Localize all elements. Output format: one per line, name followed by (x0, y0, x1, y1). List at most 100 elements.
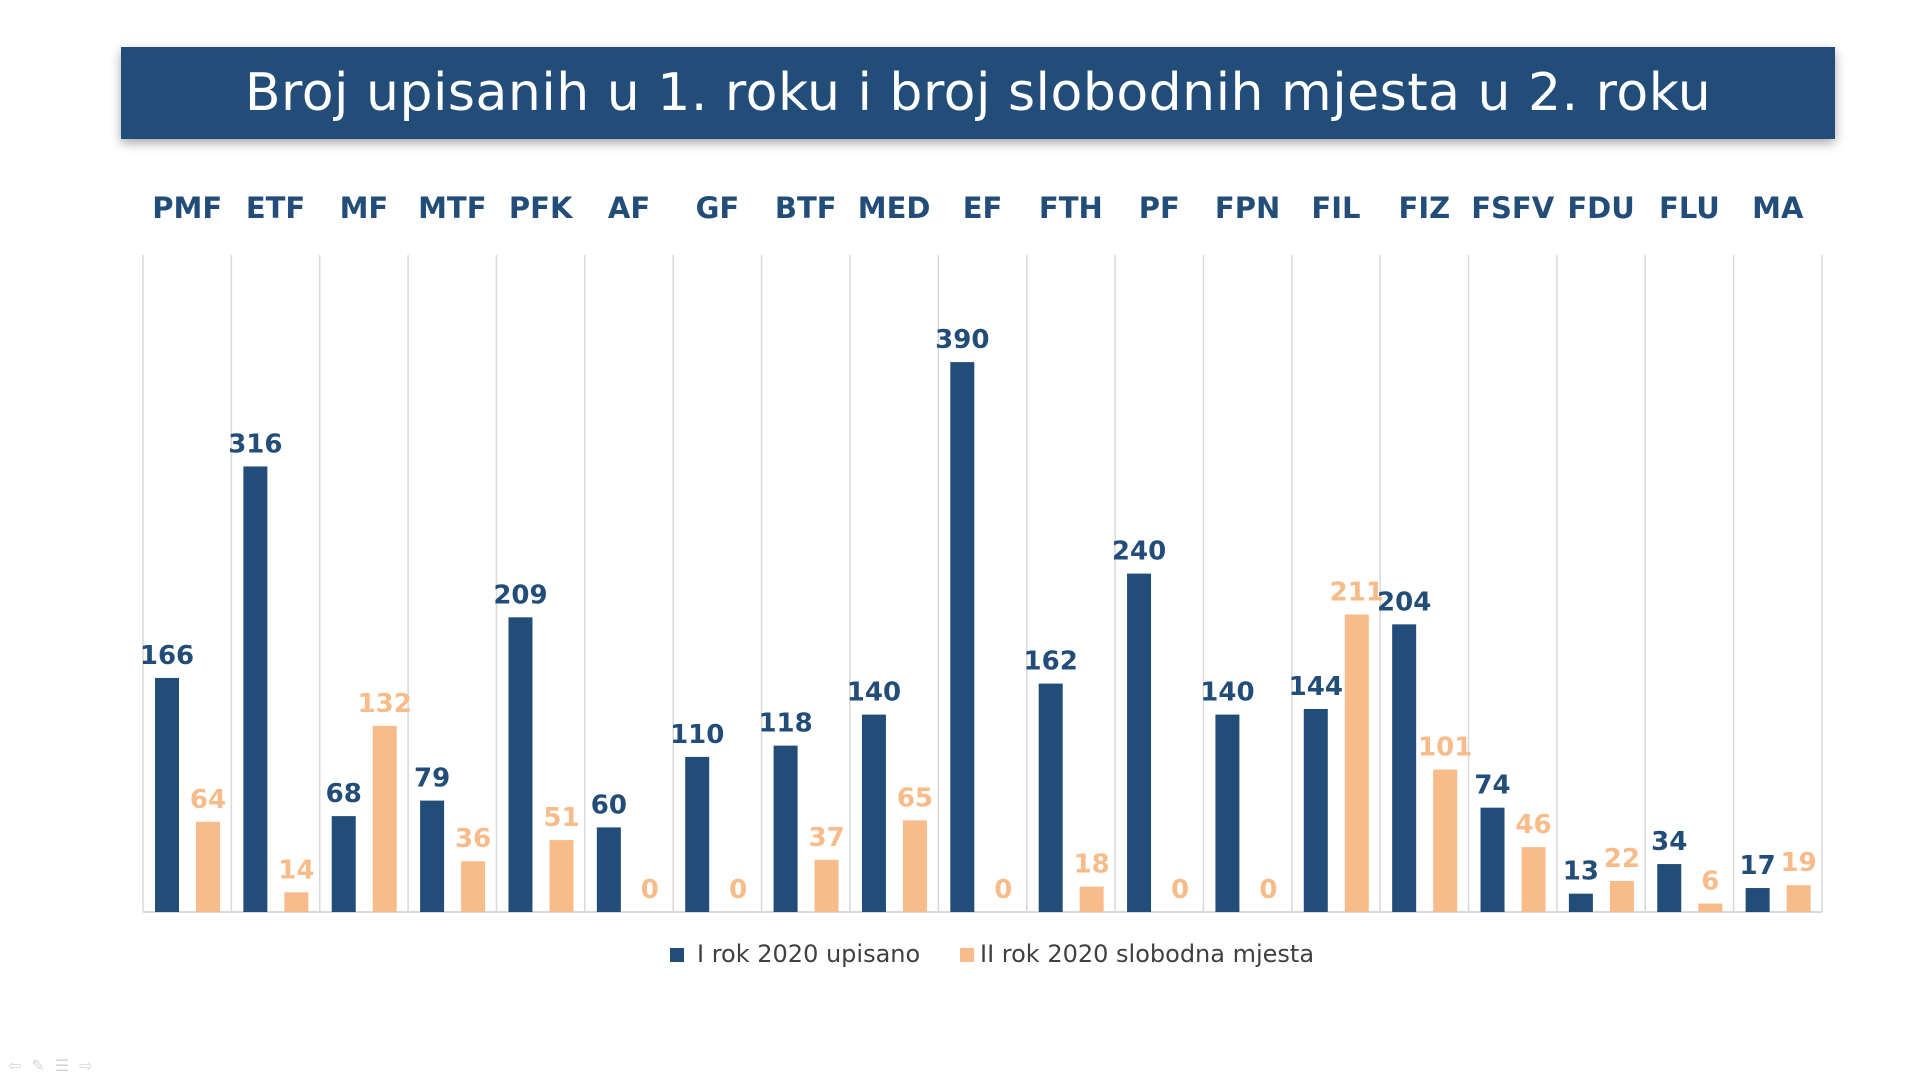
data-label-series1: 144 (1289, 672, 1343, 702)
data-label-series2: 65 (897, 783, 933, 813)
category-label: FPN (1215, 191, 1280, 225)
category-label: MA (1752, 191, 1804, 225)
data-label-series1: 140 (847, 678, 901, 708)
data-label-series1: 68 (326, 779, 362, 809)
category-label: EF (963, 191, 1003, 225)
data-label-series2: 19 (1781, 848, 1817, 878)
category-label: FIL (1311, 191, 1360, 225)
category-label: GF (696, 191, 740, 225)
bar-series1 (861, 714, 886, 912)
category-label: PFK (509, 191, 574, 225)
data-label-series1: 110 (670, 720, 724, 750)
category-label: MF (340, 191, 389, 225)
chart-title: Broj upisanih u 1. roku i broj slobodnih… (244, 63, 1712, 123)
bar-series2 (1433, 769, 1458, 912)
data-label-series1: 162 (1024, 647, 1078, 677)
bar-series1 (1038, 683, 1063, 912)
data-label-series2: 37 (808, 823, 844, 853)
bar-series2 (461, 861, 486, 912)
bar-series2 (196, 821, 220, 912)
data-label-series2: 0 (1171, 875, 1189, 905)
category-label: FIZ (1399, 191, 1451, 225)
legend-swatch-series1 (670, 948, 684, 962)
data-label-series2: 101 (1418, 733, 1472, 763)
data-label-series2: 211 (1330, 577, 1384, 607)
back-arrow-icon[interactable]: ⇦ (8, 1056, 22, 1075)
bar-series1 (420, 800, 445, 912)
bar-series1 (508, 617, 533, 912)
bar-series1 (243, 466, 268, 912)
data-label-series2: 0 (641, 875, 659, 905)
bar-series2 (549, 840, 574, 912)
legend-label-series1: I rok 2020 upisano (697, 940, 920, 968)
data-label-series1: 390 (935, 325, 989, 355)
data-label-series1: 316 (228, 429, 282, 459)
data-label-series2: 36 (455, 824, 491, 854)
data-label-series1: 204 (1377, 587, 1431, 617)
category-label: ETF (246, 191, 305, 225)
data-label-series1: 240 (1112, 537, 1166, 567)
data-label-series2: 18 (1074, 850, 1110, 880)
category-label: AF (608, 191, 650, 225)
bar-series2 (1344, 614, 1369, 912)
category-label: FSFV (1471, 191, 1555, 225)
legend-swatch-series2 (960, 948, 974, 962)
data-label-series2: 6 (1701, 867, 1719, 897)
title-bar: Broj upisanih u 1. roku i broj slobodnih… (121, 47, 1835, 139)
data-label-series2: 51 (543, 803, 579, 833)
bar-series1 (1480, 807, 1505, 912)
category-label: FDU (1567, 191, 1634, 225)
bar-series2 (372, 725, 397, 912)
category-label: MED (858, 191, 931, 225)
category-label: PF (1139, 191, 1180, 225)
bar-series1 (773, 745, 798, 912)
bar-series1 (1303, 708, 1328, 912)
bar-series2 (1079, 886, 1104, 912)
data-label-series2: 22 (1604, 844, 1640, 874)
data-label-series1: 140 (1200, 678, 1254, 708)
data-label-series1: 209 (493, 580, 547, 610)
data-label-series2: 46 (1515, 810, 1551, 840)
data-label-series1: 13 (1563, 857, 1599, 887)
pen-icon[interactable]: ✎ (31, 1056, 45, 1075)
menu-icon[interactable]: ☰ (54, 1056, 70, 1075)
bar-series2 (284, 892, 309, 912)
bar-series1 (1568, 893, 1593, 912)
data-label-series1: 118 (758, 709, 812, 739)
bar-series1 (950, 362, 975, 913)
data-label-series2: 0 (1259, 875, 1277, 905)
category-label: MTF (418, 191, 486, 225)
data-label-series2: 0 (994, 875, 1012, 905)
data-label-series2: 14 (278, 855, 314, 885)
data-label-series1: 17 (1740, 851, 1776, 881)
bar-series1 (1745, 888, 1770, 912)
bar-series1 (331, 816, 356, 912)
bar-series1 (685, 756, 710, 912)
slide-nav[interactable]: ⇦ ✎ ☰ ⇨ (8, 1056, 93, 1075)
data-label-series2: 132 (358, 689, 412, 719)
bar-series2 (1698, 903, 1723, 912)
category-label: PMF (152, 191, 222, 225)
data-label-series1: 79 (414, 764, 450, 794)
bar-series2 (1521, 847, 1546, 912)
data-label-series2: 64 (190, 785, 226, 815)
forward-arrow-icon[interactable]: ⇨ (79, 1056, 93, 1075)
bar-series2 (1609, 880, 1634, 912)
data-label-series2: 0 (729, 875, 747, 905)
category-label: FLU (1659, 191, 1720, 225)
legend-label-series2: II rok 2020 slobodna mjesta (980, 940, 1314, 968)
bar-series1 (1657, 864, 1682, 912)
data-label-series1: 166 (140, 641, 194, 671)
bar-series1 (596, 827, 621, 912)
bar-series1 (1215, 714, 1240, 912)
bar-series2 (902, 820, 927, 912)
data-label-series1: 60 (591, 790, 627, 820)
category-label: BTF (775, 191, 837, 225)
data-label-series1: 74 (1474, 771, 1510, 801)
bar-series2 (1786, 885, 1811, 912)
bar-series2 (814, 859, 839, 912)
data-label-series1: 34 (1651, 827, 1687, 857)
category-label: FTH (1039, 191, 1103, 225)
bar-series1 (1127, 573, 1152, 912)
bar-series1 (1392, 624, 1417, 912)
